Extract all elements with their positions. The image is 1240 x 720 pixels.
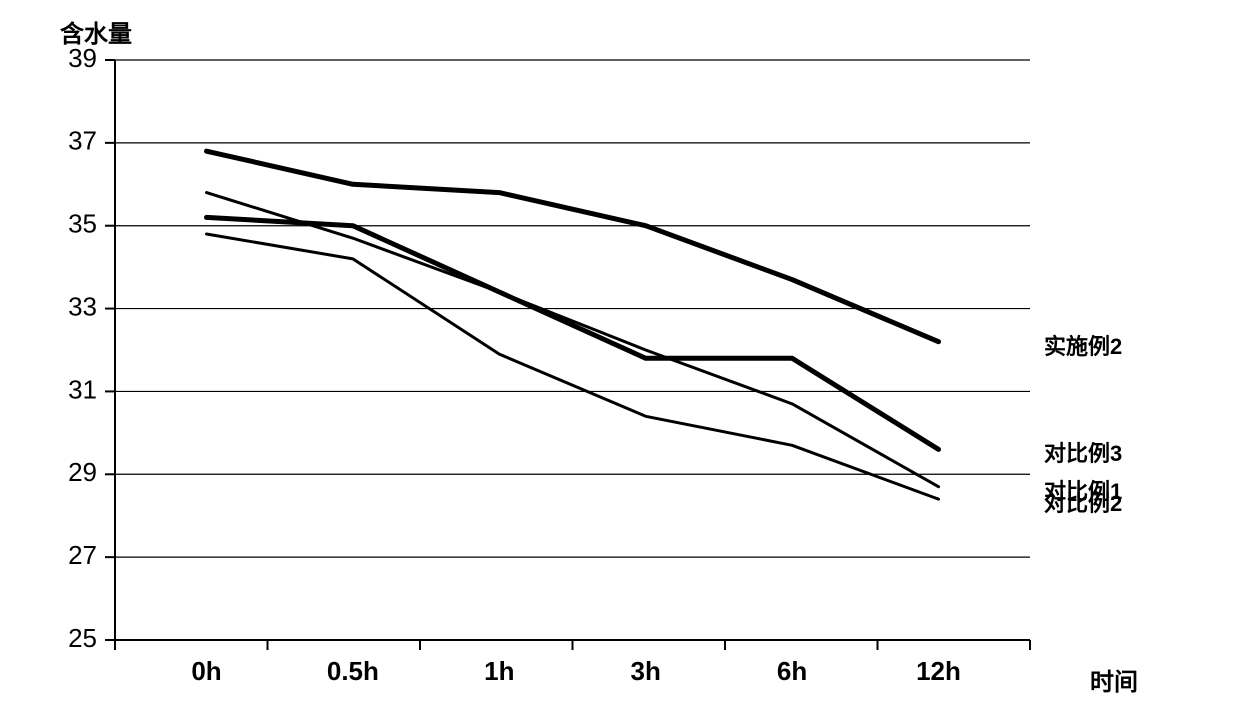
svg-text:6h: 6h	[777, 656, 807, 686]
series-label: 对比例3	[1044, 436, 1122, 468]
series-label: 对比例2	[1044, 486, 1122, 518]
svg-text:35: 35	[68, 209, 97, 239]
svg-text:31: 31	[68, 374, 97, 404]
y-axis-title: 含水量	[60, 14, 132, 49]
series-label: 实施例2	[1044, 329, 1122, 361]
svg-text:1h: 1h	[484, 656, 514, 686]
svg-text:0h: 0h	[191, 656, 221, 686]
x-axis-title: 时间	[1090, 662, 1138, 697]
svg-text:25: 25	[68, 623, 97, 653]
chart-container: 含水量 25272931333537390h0.5h1h3h6h12h 时间 实…	[0, 0, 1240, 720]
svg-text:27: 27	[68, 540, 97, 570]
svg-text:0.5h: 0.5h	[327, 656, 379, 686]
svg-text:3h: 3h	[631, 656, 661, 686]
svg-text:12h: 12h	[916, 656, 961, 686]
svg-text:33: 33	[68, 291, 97, 321]
svg-text:29: 29	[68, 457, 97, 487]
svg-text:37: 37	[68, 126, 97, 156]
